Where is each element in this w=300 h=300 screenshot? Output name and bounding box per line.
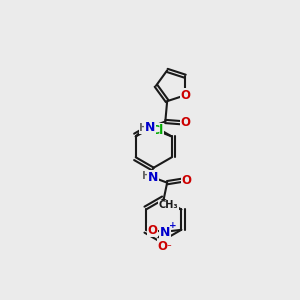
Text: N: N — [160, 226, 170, 238]
Text: ⁻: ⁻ — [167, 243, 171, 252]
Text: H: H — [142, 171, 151, 182]
Text: Cl: Cl — [150, 124, 164, 137]
Text: O: O — [148, 224, 158, 237]
Text: O: O — [157, 240, 167, 253]
Text: +: + — [169, 221, 176, 230]
Text: O: O — [180, 116, 190, 129]
Text: N: N — [148, 171, 158, 184]
Text: N: N — [145, 121, 155, 134]
Text: O: O — [180, 89, 190, 102]
Text: O: O — [182, 174, 192, 187]
Text: H: H — [140, 123, 148, 134]
Text: CH₃: CH₃ — [159, 200, 178, 210]
